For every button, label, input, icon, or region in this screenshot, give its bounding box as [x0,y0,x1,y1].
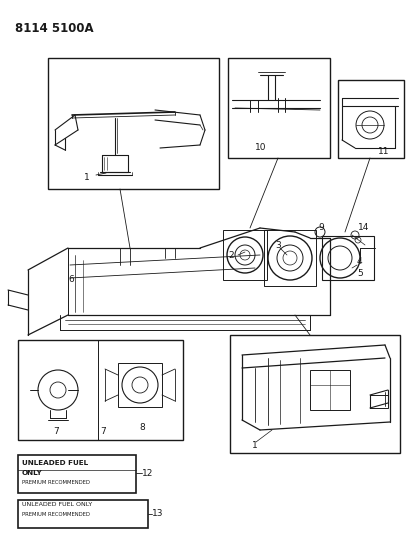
Text: 3: 3 [275,240,281,249]
Bar [223,230,267,280]
Bar [338,80,404,158]
Text: ONLY: ONLY [22,470,43,476]
Text: UNLEADED FUEL ONLY: UNLEADED FUEL ONLY [22,502,92,507]
Text: 7: 7 [53,427,59,437]
Text: 12: 12 [142,469,153,478]
Text: 5: 5 [357,269,363,278]
Text: 1: 1 [252,440,258,449]
Text: 6: 6 [68,276,74,285]
Bar [264,230,316,286]
Text: UNLEADED FUEL: UNLEADED FUEL [22,460,88,466]
Bar [228,58,330,158]
Text: 2: 2 [228,251,233,260]
Text: 8: 8 [139,423,145,432]
Bar [18,500,148,528]
Bar [18,340,183,440]
Bar [118,363,162,407]
Text: 9: 9 [318,223,324,232]
Text: 10: 10 [255,143,266,152]
Text: PREMIUM RECOMMENDED: PREMIUM RECOMMENDED [22,512,90,517]
Text: 1: 1 [84,174,90,182]
Bar [48,58,219,189]
Text: 13: 13 [152,510,164,519]
Bar [370,395,388,408]
Text: PREMIUM RECOMMENDED: PREMIUM RECOMMENDED [22,480,90,485]
Bar [322,236,374,280]
Bar [18,455,136,493]
Text: 11: 11 [378,148,390,157]
Bar [230,335,400,453]
Text: 8114 5100A: 8114 5100A [15,22,94,35]
Text: 4: 4 [357,257,363,266]
Text: 7: 7 [100,427,106,437]
Text: 14: 14 [358,223,369,232]
Bar [310,370,350,410]
